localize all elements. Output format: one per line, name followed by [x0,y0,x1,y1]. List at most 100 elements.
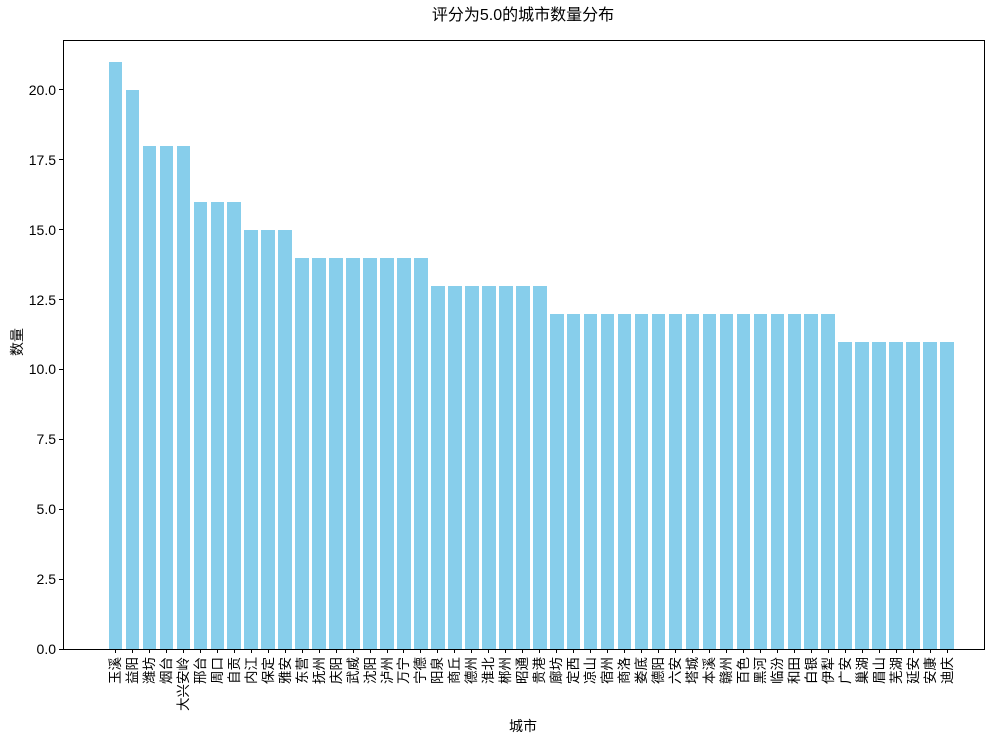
y-tick-label: 20.0 [28,81,56,98]
x-tick-label-text: 郴州 [498,657,514,684]
x-tick-mark [759,649,761,653]
x-tick-label-text: 雅安 [277,657,293,684]
y-tick-mark [59,648,63,650]
x-tick-mark [691,649,693,653]
x-tick-label-text: 德阳 [651,657,667,684]
x-tick-label-text: 黑河 [752,657,768,684]
bar-周口 [210,201,225,649]
x-tick-mark [284,649,286,653]
x-tick-mark [539,649,541,653]
x-tick-mark [675,649,676,653]
x-tick-mark [929,649,931,653]
y-tick-mark [59,229,63,231]
x-tick-label-text: 昭通 [515,657,531,684]
bar-雅安 [278,229,292,649]
x-tick-mark [250,649,252,653]
x-tick-label-text: 芜湖 [888,657,904,684]
y-axis-label-text: 数量 [9,328,25,356]
bar-德州 [465,285,479,649]
bar-迪庆 [940,341,954,649]
bar-赣州 [719,313,734,649]
bar-凉山 [583,313,598,649]
bar-淮北 [482,285,496,649]
y-tick-label: 12.5 [28,291,56,308]
bar-宁德 [414,257,428,649]
x-tick-label-text: 安康 [922,657,938,684]
y-tick-mark [59,89,63,91]
y-tick-label: 10.0 [28,361,56,378]
bar-大兴安岭 [176,145,191,649]
x-tick-label-text: 凉山 [583,657,599,684]
x-tick-label-text: 六安 [668,657,683,684]
y-tick-mark [59,159,63,161]
x-tick-mark [912,649,914,653]
x-tick-label-text: 宁德 [413,657,429,684]
x-tick-mark [861,649,863,653]
bar-伊犁 [821,313,836,649]
x-tick-mark [658,649,660,653]
y-tick-mark [59,508,63,510]
bar-商丘 [448,285,462,649]
x-tick-mark [165,649,167,653]
x-tick-label-text: 保定 [260,657,276,684]
x-tick-label-text: 阳泉 [430,657,446,684]
x-tick-label-text: 娄底 [634,657,650,684]
x-tick-mark [148,649,150,653]
x-tick-label-text: 赣州 [718,657,734,684]
bar-眉山 [872,341,886,649]
x-tick-mark [488,649,490,653]
bar-益阳 [125,89,140,649]
x-tick-mark [420,649,422,653]
x-tick-label-text: 周口 [209,657,225,684]
y-tick-mark [59,299,63,301]
x-tick-mark [708,649,710,653]
x-tick-label-text: 商洛 [617,657,633,684]
bar-保定 [261,229,276,649]
bar-烟台 [159,145,174,649]
bar-德阳 [651,313,666,649]
x-tick-label-text: 武威 [345,657,361,684]
bar-商洛 [617,313,632,649]
x-tick-label-text: 塔城 [684,657,700,684]
bar-沈阳 [363,257,377,649]
x-tick-mark [471,649,473,653]
bar-广安 [838,341,852,649]
bar-芜湖 [889,341,903,649]
bar-定西 [566,313,581,649]
bar-万宁 [397,257,411,649]
y-tick-label: 7.5 [36,431,56,448]
x-tick-label-text: 本溪 [701,657,717,684]
x-tick-label-text: 伊犁 [820,657,836,684]
x-tick-mark [505,649,507,653]
bar-昭通 [515,285,530,649]
bar-内江 [244,229,259,649]
x-tick-mark [403,649,405,653]
x-tick-mark [946,649,948,653]
x-tick-label-text: 宿州 [600,657,616,684]
bar-贵港 [532,285,547,649]
x-tick-label-text: 烟台 [158,657,174,684]
x-tick-mark [827,649,829,653]
bar-庆阳 [329,257,343,649]
bar-临汾 [770,313,785,649]
x-tick-mark [216,649,218,653]
x-tick-mark [556,649,558,653]
x-tick-mark [641,649,643,653]
x-tick-label-text: 广安 [837,657,853,684]
plot-area: 0.0 2.5 5.0 7.5 10.0 12.5 15.0 17.5 20.0 玉溪 益阳 潍坊 烟台… [29,40,985,711]
x-tick-label-text: 抚州 [311,657,327,684]
x-tick-mark [742,649,744,653]
x-tick-mark [318,649,320,653]
x-tick-label-text: 迪庆 [939,657,955,684]
x-tick-mark [895,649,897,653]
x-tick-label-text: 自贡 [226,657,242,684]
bar-本溪 [702,313,717,649]
bar-和田 [787,313,802,649]
bar-安康 [923,341,937,649]
x-tick-label-text: 庆阳 [328,657,344,684]
bar-玉溪 [108,61,123,649]
x-tick-label-text: 廊坊 [549,657,565,684]
x-tick-label-text: 邢台 [192,657,208,684]
bar-自贡 [227,201,242,649]
x-tick-label-text: 玉溪 [108,657,123,684]
